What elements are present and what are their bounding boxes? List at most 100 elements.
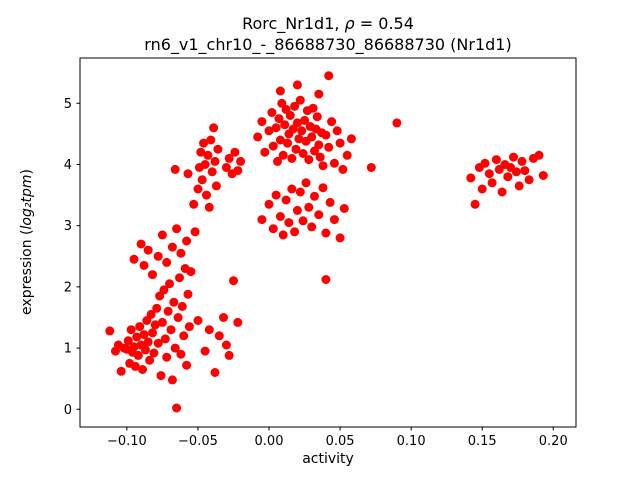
- data-point: [150, 320, 160, 330]
- data-point: [290, 227, 300, 237]
- data-point: [133, 350, 143, 360]
- y-axis-label: expression (log₂tpm): [19, 169, 35, 315]
- data-point: [135, 322, 145, 332]
- data-point: [257, 215, 267, 225]
- data-point: [292, 80, 302, 90]
- data-point: [281, 195, 291, 205]
- data-point: [307, 222, 317, 232]
- data-point: [257, 117, 267, 127]
- data-point: [160, 334, 170, 344]
- data-point: [167, 242, 177, 252]
- data-point: [300, 115, 310, 125]
- chart-title: Rorc_Nr1d1, ρ = 0.54: [242, 14, 414, 33]
- x-tick-label: 0.05: [326, 434, 355, 449]
- data-point: [253, 132, 263, 142]
- data-point: [487, 178, 497, 188]
- data-point: [346, 134, 356, 144]
- rho-symbol: ρ: [344, 14, 355, 33]
- data-point: [298, 149, 308, 158]
- data-point: [130, 361, 140, 371]
- y-axis-ticks: 0 1 2 3 4 5: [64, 97, 80, 418]
- data-point: [148, 270, 157, 280]
- data-point: [197, 175, 207, 185]
- data-point: [308, 103, 318, 113]
- data-point: [285, 111, 295, 120]
- data-point: [166, 325, 176, 335]
- data-point: [196, 147, 206, 157]
- data-point: [140, 345, 150, 355]
- data-point: [280, 120, 290, 130]
- data-point: [287, 184, 297, 194]
- data-point: [221, 340, 231, 350]
- data-point: [177, 301, 187, 311]
- data-point: [292, 205, 302, 215]
- data-point: [314, 89, 324, 99]
- data-point: [324, 71, 334, 81]
- data-point: [275, 86, 285, 96]
- data-point: [200, 346, 210, 356]
- data-point: [520, 166, 530, 176]
- data-point: [170, 343, 180, 353]
- y-tick-label: 3: [64, 219, 72, 234]
- data-point: [366, 163, 376, 172]
- y-tick-label: 0: [64, 403, 72, 418]
- data-point: [184, 322, 194, 332]
- data-point: [176, 248, 186, 258]
- data-point: [105, 326, 115, 336]
- data-point: [503, 172, 513, 182]
- data-point: [264, 126, 274, 136]
- data-point: [271, 123, 281, 133]
- data-point: [324, 142, 334, 152]
- data-point: [183, 289, 193, 299]
- data-point: [315, 152, 325, 162]
- data-point: [392, 118, 402, 128]
- data-point: [156, 371, 166, 381]
- data-point: [224, 153, 234, 163]
- data-point: [182, 236, 192, 246]
- chart-subtitle: rn6_v1_chr10_-_86688730_86688730 (Nr1d1): [144, 35, 512, 54]
- data-point: [219, 313, 228, 322]
- data-point: [278, 230, 288, 240]
- data-point: [126, 325, 136, 335]
- data-point: [342, 150, 352, 160]
- data-point: [138, 365, 147, 374]
- data-point: [165, 279, 174, 289]
- data-point: [290, 101, 300, 111]
- data-point: [224, 350, 234, 360]
- data-point: [335, 233, 345, 243]
- data-point: [233, 166, 243, 176]
- data-point: [172, 403, 182, 413]
- data-point: [514, 181, 524, 191]
- data-point: [538, 171, 548, 180]
- data-point: [294, 134, 304, 144]
- data-point: [327, 117, 337, 127]
- data-point: [295, 95, 305, 105]
- data-points: [105, 71, 548, 413]
- data-point: [139, 260, 149, 270]
- data-point: [199, 138, 209, 148]
- data-point: [297, 126, 307, 136]
- data-point: [470, 199, 480, 209]
- data-point: [148, 328, 157, 338]
- data-point: [271, 190, 281, 200]
- data-point: [159, 285, 169, 295]
- data-point: [210, 368, 220, 377]
- x-axis-ticks: −0.10 −0.05 0.00 0.05 0.10 0.15 0.20: [107, 427, 568, 449]
- data-point: [213, 144, 223, 154]
- y-tick-label: 5: [64, 97, 72, 112]
- data-point: [329, 158, 339, 168]
- data-point: [335, 138, 345, 148]
- data-point: [312, 112, 322, 122]
- y-tick-label: 2: [64, 280, 72, 295]
- data-point: [295, 187, 305, 197]
- plot-area: [79, 57, 577, 428]
- data-point: [172, 224, 182, 234]
- data-point: [163, 306, 173, 316]
- data-point: [152, 303, 162, 313]
- data-point: [143, 337, 153, 347]
- data-point: [338, 164, 348, 174]
- data-point: [179, 331, 189, 341]
- data-point: [230, 147, 240, 157]
- data-point: [332, 126, 342, 136]
